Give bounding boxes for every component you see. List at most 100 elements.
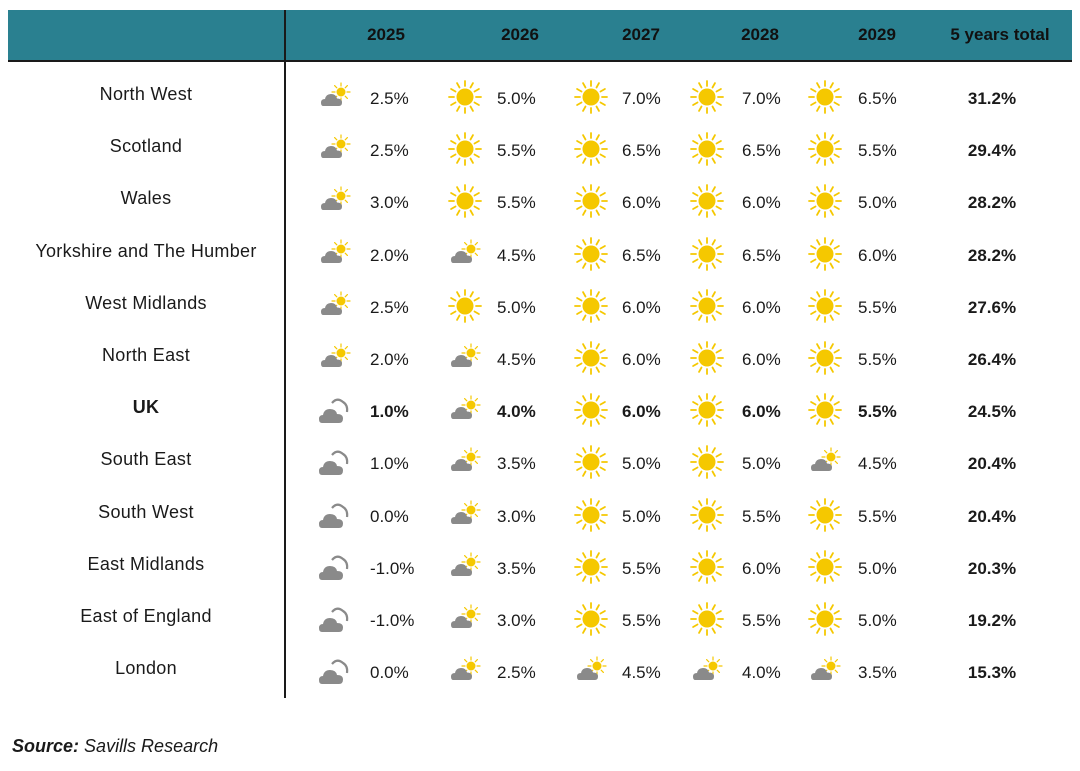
cloud-icon [318,654,352,688]
sun-icon [690,184,724,219]
growth-value: 5.0% [742,454,781,474]
growth-value: 5.5% [858,141,897,161]
sun-cloud-icon [808,654,842,688]
region-label: UK [132,397,160,418]
sun-icon [808,341,842,375]
growth-value: 5.0% [858,558,897,578]
sun-cloud-icon [448,341,482,375]
growth-value: 1.0% [370,454,409,474]
cloud-icon [318,602,352,636]
five-year-total: 28.2% [967,193,1017,213]
source-text: Savills Research [84,736,219,756]
column-header-2028: 2028 [741,25,779,44]
sun-icon [808,497,842,532]
five-year-total: 28.2% [967,245,1017,265]
growth-value: 6.0% [622,297,661,317]
five-year-total: 15.3% [967,663,1017,683]
growth-value: 4.0% [742,663,781,683]
growth-value: 5.5% [497,193,536,213]
growth-value: 2.0% [370,350,409,369]
sun-icon [574,445,608,480]
region-label: East Midlands [87,553,205,574]
cloud-icon [318,498,352,532]
growth-value: 4.5% [858,454,897,474]
growth-value: 5.5% [622,611,661,630]
sun-icon [448,80,482,114]
growth-value: 5.5% [858,402,897,422]
column-header-2025: 2025 [367,25,405,44]
five-year-total: 29.4% [967,141,1017,161]
growth-value: 3.0% [370,193,409,213]
growth-value: -1.0% [370,611,415,630]
sun-icon [808,184,842,219]
growth-value: 5.0% [858,193,897,213]
five-year-total: 20.3% [967,558,1017,578]
sun-icon [690,445,724,480]
sun-icon [574,602,608,636]
region-label: Yorkshire and The Humber [35,240,257,261]
growth-value: 6.5% [742,141,781,161]
sun-icon [574,393,608,428]
cloud-icon [318,445,352,479]
growth-value: 3.5% [497,558,536,578]
sun-cloud-icon [318,289,352,323]
sun-icon [574,184,608,219]
sun-cloud-icon [318,132,352,166]
growth-value: 6.0% [742,350,781,369]
growth-value: 5.5% [497,141,536,161]
growth-value: 5.5% [858,297,897,317]
sun-cloud-icon [318,80,352,114]
sun-icon [574,132,608,167]
growth-value: 4.5% [497,350,536,369]
sun-cloud-icon [690,654,724,688]
sun-icon [690,602,724,636]
sun-icon [808,288,842,323]
sun-icon [574,236,608,271]
growth-value: 3.5% [497,454,536,474]
five-year-total: 20.4% [967,506,1017,526]
region-label: West Midlands [85,292,207,313]
growth-value: -1.0% [370,558,415,578]
sun-cloud-icon [574,654,608,688]
five-year-total: 27.6% [967,297,1017,317]
growth-value: 2.5% [370,141,409,161]
growth-value: 6.5% [742,245,781,265]
sun-icon [690,288,724,323]
sun-icon [690,341,724,375]
growth-value: 0.0% [370,663,409,683]
sun-icon [690,393,724,428]
sun-icon [808,80,842,114]
sun-cloud-icon [448,602,482,636]
sun-cloud-icon [318,184,352,218]
sun-cloud-icon [448,550,482,584]
source-note: Source: Savills Research [12,736,218,757]
sun-cloud-icon [448,393,482,427]
column-header-2029: 2029 [858,25,896,44]
growth-value: 5.5% [858,350,897,369]
five-year-total: 26.4% [967,350,1017,369]
column-header-2027: 2027 [622,25,660,44]
growth-value: 6.0% [742,193,781,213]
growth-value: 5.0% [497,297,536,317]
sun-cloud-icon [448,237,482,271]
growth-value: 4.0% [497,402,536,422]
growth-value: 6.5% [622,141,661,161]
growth-value: 6.0% [742,558,781,578]
sun-cloud-icon [318,341,352,375]
cloud-icon [318,550,352,584]
header-divider [8,60,1072,62]
region-label: East of England [80,606,212,626]
growth-value: 6.5% [858,89,897,108]
growth-value: 0.0% [370,506,409,526]
sun-icon [448,184,482,219]
sun-cloud-icon [448,498,482,532]
region-label: North West [99,84,193,104]
sun-icon [808,393,842,428]
region-label: South West [98,501,194,522]
five-year-total: 24.5% [967,402,1017,422]
column-header-2026: 2026 [501,25,539,44]
growth-value: 1.0% [370,402,409,422]
growth-value: 6.0% [858,245,897,265]
five-year-total: 20.4% [967,454,1017,474]
growth-value: 7.0% [622,89,661,108]
